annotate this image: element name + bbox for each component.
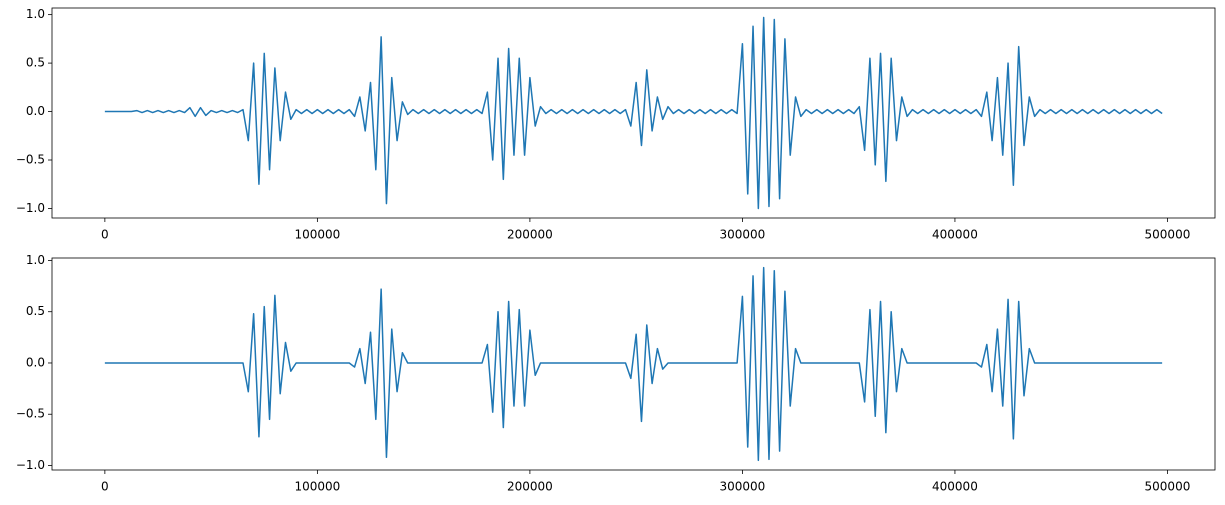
waveform-line	[104, 266, 1163, 462]
y-tick-label: 0.5	[26, 304, 45, 318]
x-tick-label: 200000	[507, 480, 553, 494]
x-tick-label: 200000	[507, 228, 553, 242]
y-tick-label: 1.0	[26, 7, 45, 21]
x-tick-label: 300000	[720, 480, 766, 494]
y-tick-label: 0.0	[26, 104, 45, 118]
x-tick-label: 100000	[294, 228, 340, 242]
y-tick-label: 1.0	[26, 253, 45, 267]
y-tick-label: −0.5	[16, 153, 45, 167]
waveform-line	[104, 16, 1163, 210]
y-tick-label: −1.0	[16, 201, 45, 215]
x-tick-label: 100000	[294, 480, 340, 494]
x-tick-label: 500000	[1145, 228, 1191, 242]
x-tick-label: 0	[101, 480, 109, 494]
y-tick-label: 0.5	[26, 56, 45, 70]
y-tick-label: 0.0	[26, 355, 45, 369]
x-tick-label: 400000	[932, 480, 978, 494]
axes-frame	[51, 7, 1216, 219]
y-tick-label: −0.5	[16, 407, 45, 421]
x-tick-label: 500000	[1145, 480, 1191, 494]
y-tick-label: −1.0	[16, 458, 45, 472]
axes-frame	[51, 257, 1216, 471]
x-tick-label: 0	[101, 228, 109, 242]
x-tick-label: 400000	[932, 228, 978, 242]
x-tick-label: 300000	[720, 228, 766, 242]
